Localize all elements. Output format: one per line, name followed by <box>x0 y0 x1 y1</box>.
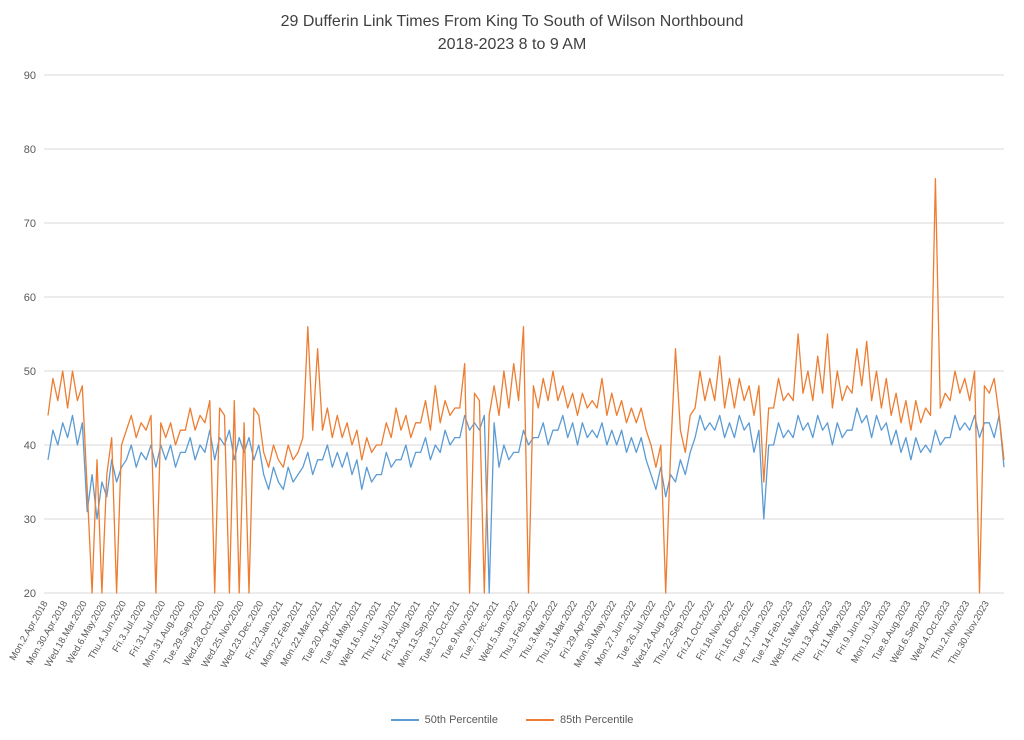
legend-swatch-50th <box>390 719 419 721</box>
y-axis-tick-label: 50 <box>24 366 36 378</box>
y-axis-tick-label: 30 <box>24 514 36 526</box>
legend-item-85th-percentile: 85th Percentile <box>526 714 633 726</box>
legend-swatch-85th <box>526 719 554 721</box>
y-axis-tick-label: 40 <box>24 440 36 452</box>
y-axis-tick-label: 70 <box>24 218 36 230</box>
legend-item-50th-percentile: 50th Percentile <box>390 714 498 726</box>
chart-title-line1: 29 Dufferin Link Times From King To Sout… <box>280 13 744 30</box>
chart-svg: 2030405060708090Mon.2.Apr.2018Mon.30.Apr… <box>8 70 1005 670</box>
legend-label-85th: 85th Percentile <box>560 714 634 726</box>
y-axis-tick-label: 90 <box>24 70 36 82</box>
chart-title: 29 Dufferin Link Times From King To Sout… <box>0 10 1024 56</box>
y-axis-tick-label: 20 <box>24 588 36 600</box>
chart-legend: 50th Percentile 85th Percentile <box>0 714 1024 726</box>
series-line-85th-percentile <box>47 177 1005 594</box>
y-axis-tick-label: 60 <box>24 292 36 304</box>
chart-title-line2: 2018-2023 8 to 9 AM <box>437 36 587 53</box>
legend-label-50th: 50th Percentile <box>424 714 498 726</box>
y-axis-tick-label: 80 <box>24 144 36 156</box>
